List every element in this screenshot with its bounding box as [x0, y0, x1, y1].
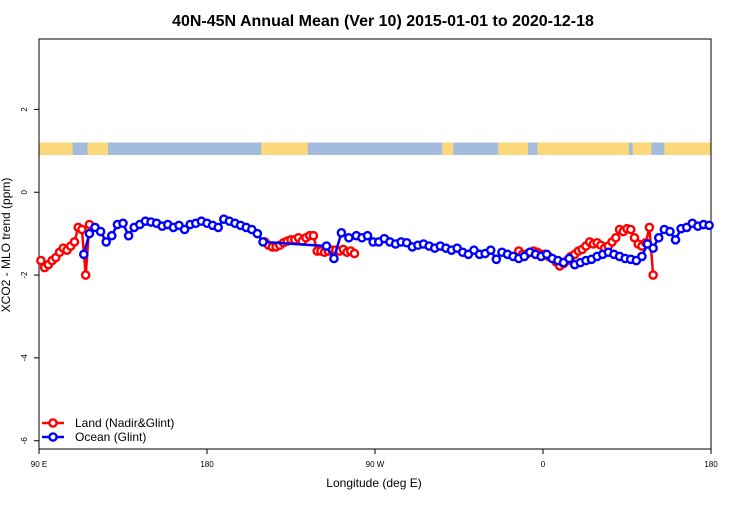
data-point	[648, 270, 658, 280]
legend-label: Land (Nadir&Glint)	[75, 416, 174, 430]
data-point	[36, 255, 46, 266]
series-ocean	[79, 214, 714, 270]
data-point	[95, 226, 106, 237]
y-tick-label: 0	[20, 189, 29, 194]
data-point	[637, 251, 647, 262]
land-ocean-strip	[39, 142, 711, 155]
legend-swatch-marker	[48, 418, 58, 428]
data-point	[252, 228, 263, 239]
data-point	[213, 222, 223, 233]
data-point	[179, 224, 190, 235]
y-tick-label: -2	[20, 271, 29, 279]
series-layer	[36, 214, 714, 280]
data-point	[644, 222, 655, 233]
land-strip-span	[498, 142, 529, 155]
data-point	[321, 241, 332, 251]
data-point	[349, 248, 360, 259]
data-point	[123, 230, 134, 241]
data-point	[653, 232, 664, 243]
land-strip-span	[39, 142, 73, 155]
y-tick-label: -4	[20, 354, 29, 362]
legend: Land (Nadir&Glint)Ocean (Glint)	[42, 416, 174, 444]
land-strip-span	[632, 142, 652, 155]
data-point	[107, 230, 117, 241]
x-tick-label: 90 E	[31, 460, 47, 469]
data-point	[491, 254, 502, 265]
data-point	[485, 245, 496, 256]
x-tick-label: 90 W	[366, 460, 385, 469]
land-strip-span	[261, 142, 308, 155]
x-tick-label: 0	[541, 460, 546, 469]
data-point	[665, 226, 675, 237]
data-point	[77, 224, 87, 235]
data-point	[704, 220, 714, 231]
y-tick-label: 2	[20, 107, 29, 112]
y-tick-label: -6	[20, 437, 29, 445]
data-point	[611, 232, 621, 243]
data-point	[329, 253, 339, 264]
data-point	[362, 230, 373, 241]
data-point	[625, 224, 636, 235]
land-strip-span	[537, 142, 629, 155]
land-strip-span	[87, 142, 109, 155]
x-tick-label: 180	[704, 460, 718, 469]
data-point	[648, 243, 658, 253]
data-point	[670, 235, 681, 245]
data-point	[258, 237, 268, 247]
axes: 90 E 180 90 W 0 180 -6 -4 -2 0 2	[20, 38, 718, 469]
legend-swatch-marker	[48, 432, 58, 442]
y-axis-label: XCO2 - MLO trend (ppm)	[0, 178, 13, 313]
data-point	[308, 230, 319, 241]
data-point	[84, 228, 95, 239]
data-point	[336, 228, 347, 238]
chart-title: 40N-45N Annual Mean (Ver 10) 2015-01-01 …	[172, 13, 594, 30]
data-point	[79, 249, 89, 260]
land-strip-span	[442, 142, 454, 155]
data-point	[80, 270, 91, 280]
data-point	[69, 237, 80, 247]
data-point	[118, 218, 128, 229]
land-strip-span	[664, 142, 711, 155]
legend-label: Ocean (Glint)	[75, 430, 146, 444]
x-tick-label: 180	[200, 460, 214, 469]
data-point	[344, 232, 354, 243]
data-point	[564, 253, 574, 264]
data-point	[101, 237, 111, 247]
x-axis-label: Longitude (deg E)	[326, 476, 421, 490]
